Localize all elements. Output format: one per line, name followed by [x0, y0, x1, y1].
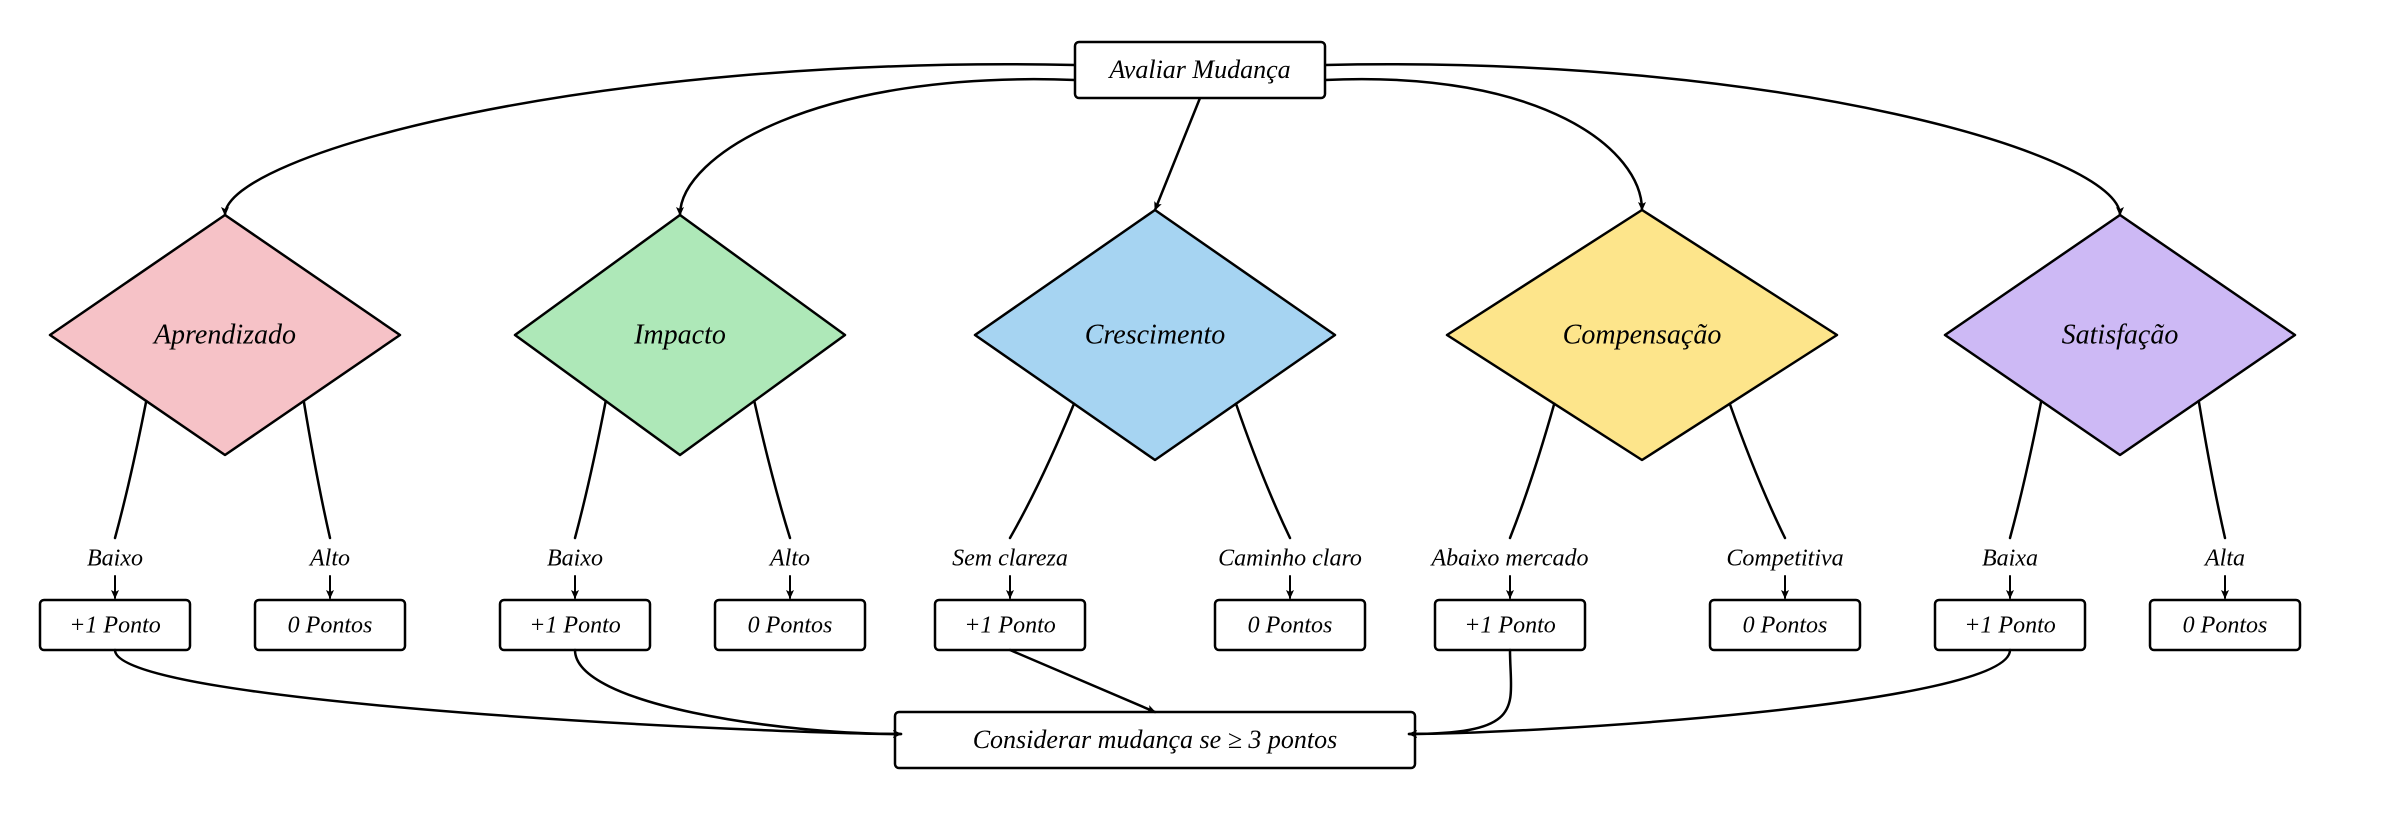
box-compensacao-plus: +1 Ponto — [1435, 600, 1585, 650]
box-aprendizado-plus-label: +1 Ponto — [69, 613, 161, 639]
edge-crescimento-left — [1010, 404, 1074, 538]
diamond-aprendizado-label: Aprendizado — [152, 319, 296, 350]
box-impacto-zero-label: 0 Pontos — [748, 613, 833, 639]
edge-compensacao-left — [1510, 404, 1554, 538]
conclusion-node: Considerar mudança se ≥ 3 pontos — [895, 712, 1415, 768]
edge-crescimento-to-conclusion — [1010, 650, 1155, 712]
box-satisfacao-zero: 0 Pontos — [2150, 600, 2300, 650]
edge-crescimento-right — [1236, 404, 1290, 538]
edge-satisfacao-to-conclusion — [1409, 650, 2010, 734]
edge-root-impacto — [680, 79, 1075, 215]
box-compensacao-zero-label: 0 Pontos — [1743, 613, 1828, 639]
box-compensacao-plus-label: +1 Ponto — [1464, 613, 1556, 639]
edge-aprendizado-right — [304, 401, 330, 538]
edge-compensacao-to-conclusion — [1409, 650, 1511, 734]
edge-satisfacao-right — [2199, 401, 2225, 538]
edge-root-crescimento — [1155, 98, 1200, 210]
label-satisfacao-right: Alta — [2203, 546, 2245, 572]
label-impacto-left: Baixo — [547, 546, 603, 572]
root-node: Avaliar Mudança — [1075, 42, 1325, 98]
label-impacto-right: Alto — [768, 546, 810, 572]
box-impacto-plus-label: +1 Ponto — [529, 613, 621, 639]
conclusion-node-label: Considerar mudança se ≥ 3 pontos — [973, 725, 1338, 754]
edge-aprendizado-left — [115, 401, 146, 538]
label-compensacao-left: Abaixo mercado — [1429, 546, 1588, 572]
root-node-label: Avaliar Mudança — [1107, 55, 1290, 84]
box-aprendizado-zero-label: 0 Pontos — [288, 613, 373, 639]
diamond-compensacao-label: Compensação — [1563, 319, 1722, 350]
flowchart-canvas: Avaliar Mudança Aprendizado Impacto Crescim… — [0, 0, 2400, 817]
edge-aprendizado-to-conclusion — [115, 650, 901, 734]
box-crescimento-plus-label: +1 Ponto — [964, 613, 1056, 639]
edge-impacto-right — [754, 401, 790, 538]
box-satisfacao-plus: +1 Ponto — [1935, 600, 2085, 650]
edge-compensacao-right — [1730, 404, 1785, 538]
edge-root-aprendizado — [225, 64, 1075, 215]
box-aprendizado-zero: 0 Pontos — [255, 600, 405, 650]
box-satisfacao-zero-label: 0 Pontos — [2183, 613, 2268, 639]
box-impacto-zero: 0 Pontos — [715, 600, 865, 650]
label-aprendizado-left: Baixo — [87, 546, 143, 572]
box-crescimento-plus: +1 Ponto — [935, 600, 1085, 650]
box-satisfacao-plus-label: +1 Ponto — [1964, 613, 2056, 639]
diamond-crescimento: Crescimento — [975, 210, 1335, 460]
label-crescimento-right: Caminho claro — [1218, 546, 1362, 572]
box-crescimento-zero-label: 0 Pontos — [1248, 613, 1333, 639]
diamond-crescimento-label: Crescimento — [1085, 319, 1226, 350]
diamond-satisfacao-label: Satisfação — [2062, 319, 2179, 350]
diamond-impacto: Impacto — [515, 215, 845, 455]
box-aprendizado-plus: +1 Ponto — [40, 600, 190, 650]
label-crescimento-left: Sem clareza — [952, 546, 1068, 572]
diamond-aprendizado: Aprendizado — [50, 215, 400, 455]
label-satisfacao-left: Baixa — [1982, 546, 2038, 572]
edge-impacto-to-conclusion — [575, 650, 901, 734]
box-crescimento-zero: 0 Pontos — [1215, 600, 1365, 650]
edge-root-compensacao — [1325, 79, 1642, 210]
box-impacto-plus: +1 Ponto — [500, 600, 650, 650]
label-compensacao-right: Competitiva — [1726, 546, 1843, 572]
diamond-compensacao: Compensação — [1447, 210, 1837, 460]
edge-root-satisfacao — [1325, 64, 2120, 215]
edge-satisfacao-left — [2010, 401, 2041, 538]
diamond-impacto-label: Impacto — [633, 319, 726, 350]
edge-impacto-left — [575, 401, 606, 538]
diamond-satisfacao: Satisfação — [1945, 215, 2295, 455]
box-compensacao-zero: 0 Pontos — [1710, 600, 1860, 650]
label-aprendizado-right: Alto — [308, 546, 350, 572]
